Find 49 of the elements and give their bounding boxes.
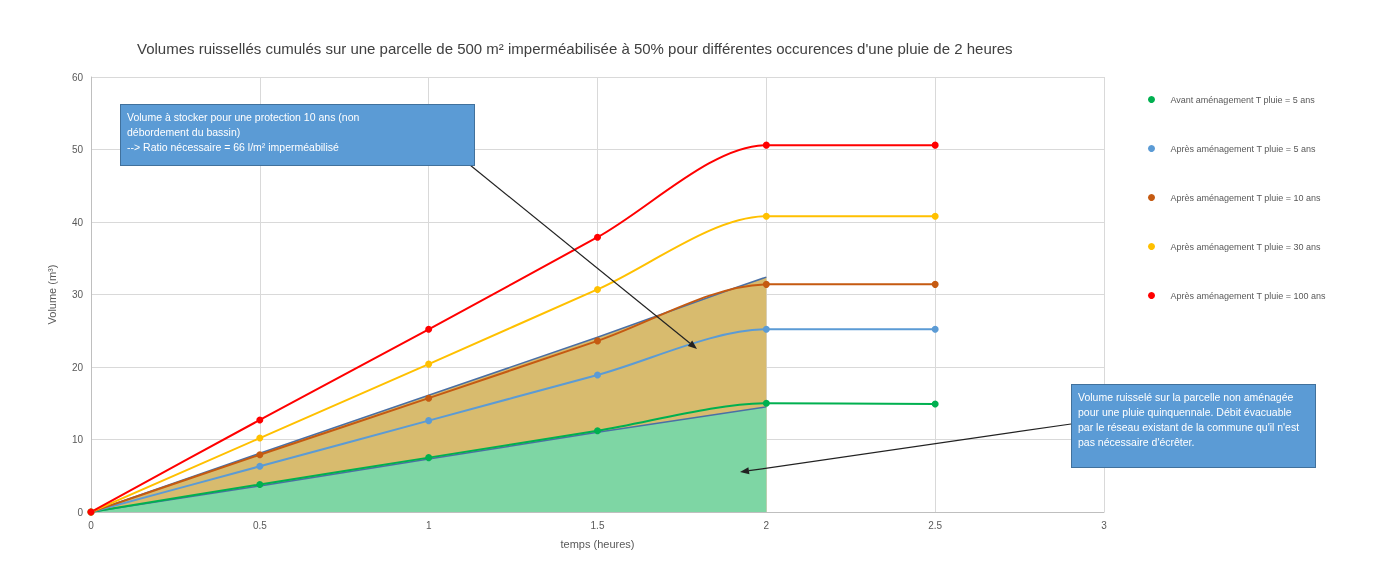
point [931,212,939,220]
y-axis-title: Volume (m³) [45,264,58,325]
legend-label: Après aménagement T pluie = 30 ans [1170,241,1322,252]
chart-title: Volumes ruissellés cumulés sur une parcelle de 500 m² imperméabilisée à 50% pour différentes occurences d'une pluie de 2 heures [137,40,1013,57]
x-tick-label: 0.5 [252,519,268,531]
legend-label: Après aménagement T pluie = 5 ans [1170,143,1317,154]
point [931,325,939,333]
point [256,416,264,424]
point [425,454,433,462]
point [594,371,601,379]
x-tick-label: 2 [763,519,770,531]
point [425,325,433,333]
legend-label: Après aménagement T pluie = 100 ans [1170,290,1327,301]
y-tick-label: 20 [71,361,84,373]
point [594,337,601,345]
x-tick-label: 0 [88,519,95,531]
point [762,280,770,288]
y-tick-label: 40 [71,216,84,228]
y-tick-label: 60 [71,71,84,83]
y-tick-label: 30 [71,289,84,300]
x-tick-label: 1 [425,519,432,531]
y-tick-label: 0 [77,506,84,518]
point [931,400,939,408]
point [762,212,770,220]
x-tick-label: 1.5 [590,519,605,531]
x-tick-label: 3 [1101,519,1108,531]
y-tick-label: 50 [71,144,84,155]
point [931,141,939,149]
legend-label: Après aménagement T pluie = 10 ans [1170,192,1322,203]
point [425,417,433,425]
x-tick-label: 2.5 [928,519,943,531]
point [762,141,770,149]
point [931,280,939,288]
point [256,480,264,488]
point [762,399,770,407]
point [594,285,601,293]
point [594,233,601,241]
legend-label: Avant aménagement T pluie = 5 ans [1170,94,1316,105]
y-tick-label: 10 [71,434,84,445]
callout-box: Volume à stocker pour une protection 10 ans (non débordement du bassin) --> Ratio nécessaire = 66 l/m² imperméabilisé [120,104,475,166]
point [256,434,264,442]
x-axis-title: temps (heures) [560,537,635,550]
callout-box: Volume ruisselé sur la parcelle non aménagée pour une pluie quinquennale. Débit évacuable par le réseau existant de la commune qu'il n'est pas nécessaire d'écrêter. [1071,384,1316,468]
point [594,427,601,435]
point [256,462,264,470]
point [256,451,264,459]
point [425,360,433,368]
point [425,394,433,402]
point [762,325,770,333]
